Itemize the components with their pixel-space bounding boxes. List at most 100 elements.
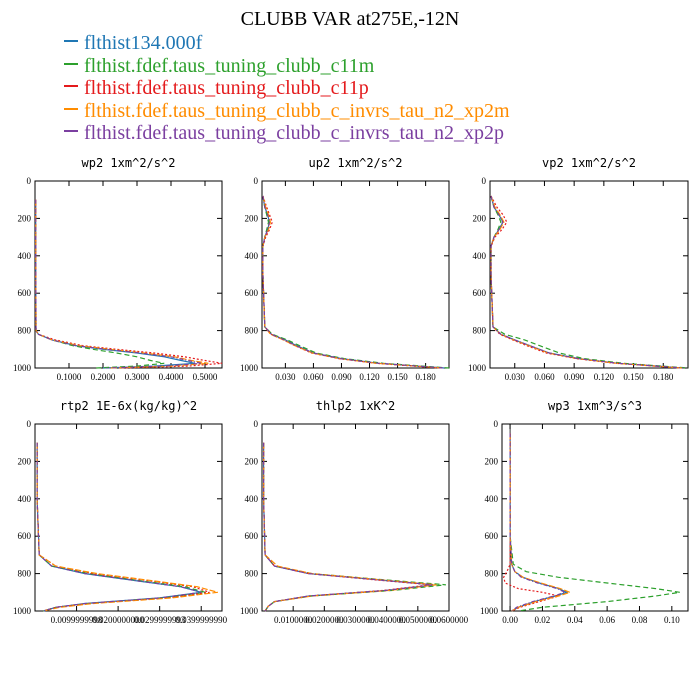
series-line <box>36 442 206 612</box>
plot-frame <box>34 423 223 612</box>
y-tick-label: 400 <box>245 494 259 504</box>
x-tick-label: 0.0300000 <box>336 615 375 625</box>
series-line <box>36 442 210 612</box>
x-tick-label: 0.3000 <box>125 372 150 382</box>
x-tick-label: 0.150 <box>387 372 408 382</box>
legend-entry: flthist.fdef.taus_tuning_clubb_c_invrs_t… <box>64 122 510 145</box>
panel: thlp2 1xK^2020040060080010000.01000000.0… <box>240 399 469 625</box>
legend-swatch <box>64 40 78 43</box>
y-tick-label: 1000 <box>13 363 32 373</box>
x-tick-label: 0.0600000 <box>430 615 469 625</box>
series-line <box>262 195 445 369</box>
x-tick-label: 0.120 <box>359 372 380 382</box>
x-tick-label: 0.0400000 <box>368 615 407 625</box>
legend-label: flthist134.000f <box>84 32 203 55</box>
y-tick-label: 200 <box>245 456 259 466</box>
x-tick-label: 0.08 <box>632 615 648 625</box>
panel-title: rtp2 1E-6x(kg/kg)^2 <box>60 399 197 413</box>
y-tick-label: 1000 <box>240 606 259 616</box>
plot-frame <box>261 180 450 369</box>
y-tick-label: 200 <box>485 456 499 466</box>
y-tick-label: 0 <box>494 419 499 429</box>
y-tick-label: 200 <box>245 213 259 223</box>
x-tick-label: 0.06 <box>599 615 615 625</box>
x-tick-label: 0.0500000 <box>399 615 438 625</box>
y-tick-label: 800 <box>485 569 499 579</box>
legend-entry: flthist.fdef.taus_tuning_clubb_c_invrs_t… <box>64 100 510 123</box>
y-tick-label: 400 <box>245 251 259 261</box>
x-tick-label: 0.0100000 <box>274 615 313 625</box>
x-tick-label: 0.0099999998 <box>51 615 103 625</box>
y-tick-label: 800 <box>245 326 259 336</box>
panel-title: vp2 1xm^2/s^2 <box>542 156 636 170</box>
y-tick-label: 0 <box>254 419 259 429</box>
y-tick-label: 600 <box>245 531 259 541</box>
y-tick-label: 400 <box>18 494 32 504</box>
x-tick-label: 0.00 <box>502 615 518 625</box>
series-line <box>35 199 223 369</box>
series-line <box>35 199 202 369</box>
legend: flthist134.000f flthist.fdef.taus_tuning… <box>64 32 510 145</box>
x-tick-label: 0.090 <box>331 372 352 382</box>
x-tick-label: 0.060 <box>534 372 555 382</box>
x-tick-label: 0.02 <box>535 615 551 625</box>
y-tick-label: 600 <box>473 288 487 298</box>
legend-swatch <box>64 107 78 110</box>
y-tick-label: 200 <box>18 213 32 223</box>
y-tick-label: 1000 <box>468 363 487 373</box>
x-tick-label: 0.060 <box>303 372 324 382</box>
x-tick-label: 0.5000 <box>193 372 218 382</box>
y-tick-label: 1000 <box>13 606 32 616</box>
panel-title: thlp2 1xK^2 <box>316 399 395 413</box>
y-tick-label: 200 <box>18 456 32 466</box>
x-tick-label: 0.0299999993 <box>134 615 186 625</box>
y-tick-label: 800 <box>18 569 32 579</box>
series-line <box>509 433 572 612</box>
series-line <box>509 433 567 612</box>
series-line <box>509 433 569 612</box>
series-line <box>36 442 202 612</box>
legend-swatch <box>64 62 78 65</box>
y-tick-label: 800 <box>18 326 32 336</box>
y-tick-label: 400 <box>473 251 487 261</box>
y-tick-label: 0 <box>27 419 32 429</box>
y-tick-label: 200 <box>473 213 487 223</box>
x-tick-label: 0.150 <box>623 372 644 382</box>
y-tick-label: 800 <box>473 326 487 336</box>
panel: vp2 1xm^2/s^2 0 200 400 600 800 1000 0.030 0.060… <box>468 156 689 382</box>
plot-frame <box>34 180 223 369</box>
legend-swatch <box>64 85 78 88</box>
panel: rtp2 1E-6x(kg/kg)^2 0 200 400 600 800 1000 0.00… <box>13 399 228 625</box>
x-tick-label: 0.0200000 <box>305 615 344 625</box>
x-tick-label: 0.180 <box>416 372 437 382</box>
series-line <box>262 195 450 369</box>
x-tick-label: 0.030 <box>505 372 526 382</box>
series-line <box>490 195 683 369</box>
panel-title: wp2 1xm^2/s^2 <box>82 156 176 170</box>
legend-label: flthist.fdef.taus_tuning_clubb_c_invrs_t… <box>84 99 510 122</box>
legend-label: flthist.fdef.taus_tuning_clubb_c11p <box>84 77 369 100</box>
legend-swatch <box>64 130 78 133</box>
x-tick-label: 0.0200000000 <box>92 615 144 625</box>
legend-entry: flthist.fdef.taus_tuning_clubb_c11p <box>64 77 510 100</box>
panel: wp3 1xm^3/s^3 0 200 400 600 800 10000.00 0.02 0.… <box>480 399 689 625</box>
y-tick-label: 600 <box>18 531 32 541</box>
x-tick-label: 0.030 <box>275 372 296 382</box>
panel: wp2 1xm^2/s^2 0 200 400 600 800 1000 0.1000 0.20… <box>13 156 223 382</box>
series-line <box>36 442 218 612</box>
y-tick-label: 1000 <box>480 606 499 616</box>
y-tick-label: 0 <box>27 176 32 186</box>
legend-entry: flthist134.000f <box>64 32 510 55</box>
x-tick-label: 0.10 <box>664 615 680 625</box>
x-tick-label: 0.2000 <box>91 372 116 382</box>
series-line <box>263 442 437 612</box>
series-line <box>263 442 434 612</box>
plot-frame <box>501 423 689 612</box>
series-line <box>509 433 680 612</box>
legend-entry: flthist.fdef.taus_tuning_clubb_c11m <box>64 55 510 78</box>
y-tick-label: 0 <box>482 176 487 186</box>
panel: up2 1xm^2/s^2 0 200 400 600 800 1000 0.030 0.060… <box>240 156 450 382</box>
series-line <box>35 199 165 369</box>
x-tick-label: 0.180 <box>653 372 674 382</box>
